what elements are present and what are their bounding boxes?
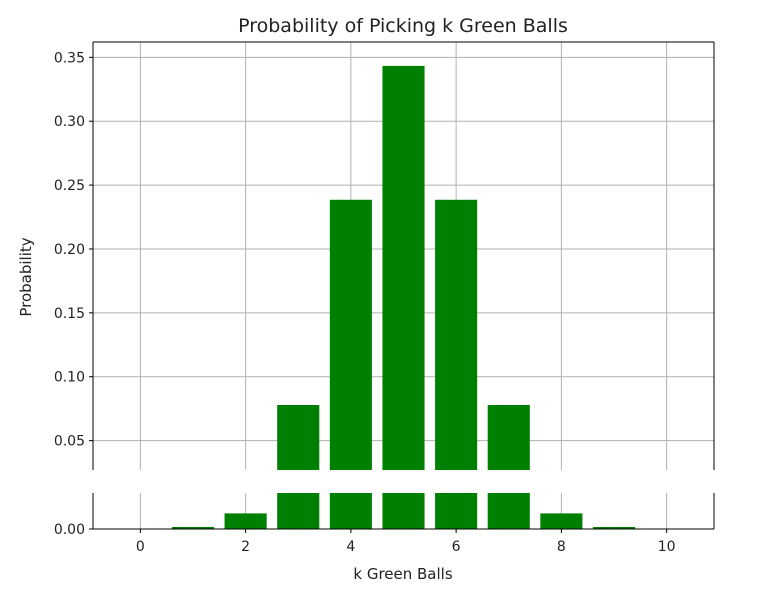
x-tick-label: 4 xyxy=(346,539,355,555)
top-bar xyxy=(277,404,320,470)
bottom-bar xyxy=(277,493,320,529)
top-y-tick-label: 0.05 xyxy=(54,434,85,450)
bottom-y-tick-label: 0.00 xyxy=(54,522,85,538)
top-panel: 0.05 0.10 0.15 0.20 0.25 0.30 0.35 xyxy=(54,41,715,470)
x-tick-label: 8 xyxy=(557,539,566,555)
chart-title: Probability of Picking k Green Balls xyxy=(238,15,568,37)
bottom-bar xyxy=(592,527,636,529)
top-y-tick-label: 0.35 xyxy=(54,50,85,66)
top-y-tick-label: 0.20 xyxy=(54,242,85,258)
x-axis-label: k Green Balls xyxy=(353,565,452,583)
top-bar xyxy=(487,404,530,470)
top-bar xyxy=(382,65,425,470)
x-tick-label: 6 xyxy=(452,539,461,555)
bottom-bar xyxy=(487,493,530,529)
top-y-tick-label: 0.30 xyxy=(54,114,85,130)
y-axis-label: Probability xyxy=(17,237,35,316)
top-y-tick-label: 0.25 xyxy=(54,178,85,194)
top-bar xyxy=(435,199,478,470)
bottom-bar xyxy=(435,493,478,529)
top-bar xyxy=(329,199,372,470)
bottom-bar xyxy=(329,493,372,529)
x-tick-label: 2 xyxy=(241,539,250,555)
bottom-bar xyxy=(171,527,215,529)
top-y-tick-label: 0.10 xyxy=(54,370,85,386)
top-y-tick-label: 0.15 xyxy=(54,306,85,322)
bottom-bar xyxy=(540,513,583,529)
bottom-bar xyxy=(224,513,267,529)
x-tick-label: 10 xyxy=(658,539,676,555)
x-tick-label: 0 xyxy=(136,539,145,555)
bottom-bar xyxy=(382,493,425,529)
bottom-panel: 0.00 0 2 4 6 8 10 xyxy=(54,493,715,555)
